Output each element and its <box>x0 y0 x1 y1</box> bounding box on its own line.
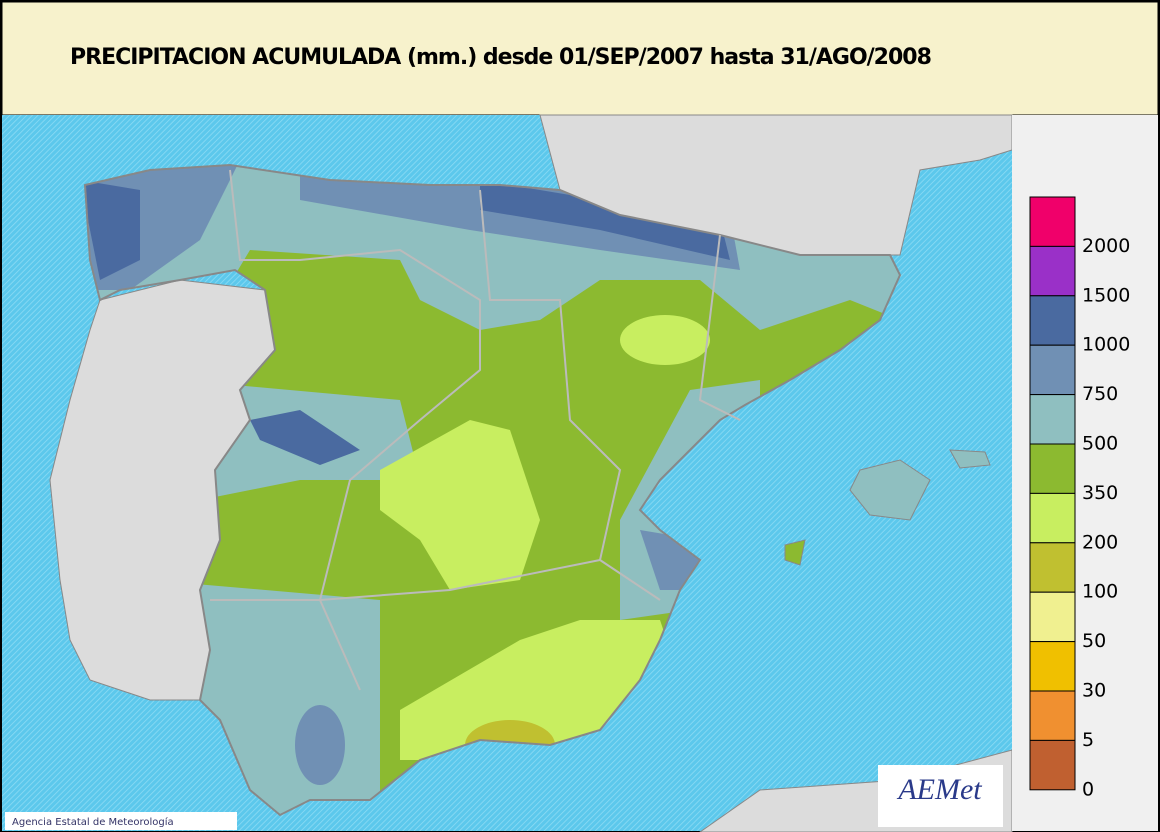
legend-swatch <box>1029 394 1076 445</box>
legend-label: 350 <box>1082 482 1118 504</box>
legend-label: 750 <box>1082 383 1118 405</box>
legend-label: 2000 <box>1082 235 1130 257</box>
legend-swatch <box>1029 196 1076 247</box>
region-borders <box>210 169 741 691</box>
ibiza <box>784 539 806 566</box>
legend-swatch <box>1029 591 1076 643</box>
legend-swatch <box>1029 492 1076 544</box>
legend-swatch <box>1029 295 1076 346</box>
title: PRECIPITACION ACUMULADA (mm.) desde 01/S… <box>70 45 931 70</box>
legend-swatch <box>1029 690 1076 741</box>
map: Agencia Estatal de Meteorología AEMet <box>2 114 1013 832</box>
menorca <box>949 449 991 469</box>
logo: AEMet <box>896 773 982 806</box>
legend-label: 500 <box>1082 433 1118 455</box>
legend-swatch <box>1029 641 1076 692</box>
legend-label: 50 <box>1082 630 1106 652</box>
logo-box <box>878 765 1003 827</box>
legend-swatch <box>1029 739 1076 791</box>
legend-swatch <box>1029 245 1076 297</box>
legend-swatch <box>1029 443 1076 494</box>
legend-label: 5 <box>1082 729 1094 751</box>
legend-swatch <box>1029 542 1076 593</box>
legend-label: 1500 <box>1082 284 1130 306</box>
title-box <box>1 1 1159 116</box>
legend-label: 1000 <box>1082 334 1130 356</box>
legend-label: 30 <box>1082 680 1106 702</box>
credit: Agencia Estatal de Meteorología <box>12 816 174 828</box>
legend-label: 200 <box>1082 531 1118 553</box>
legend-label: 100 <box>1082 581 1118 603</box>
legend-label: 0 <box>1082 778 1094 800</box>
credit-box <box>5 812 237 830</box>
legend-swatch <box>1029 344 1076 396</box>
mallorca <box>849 459 931 521</box>
